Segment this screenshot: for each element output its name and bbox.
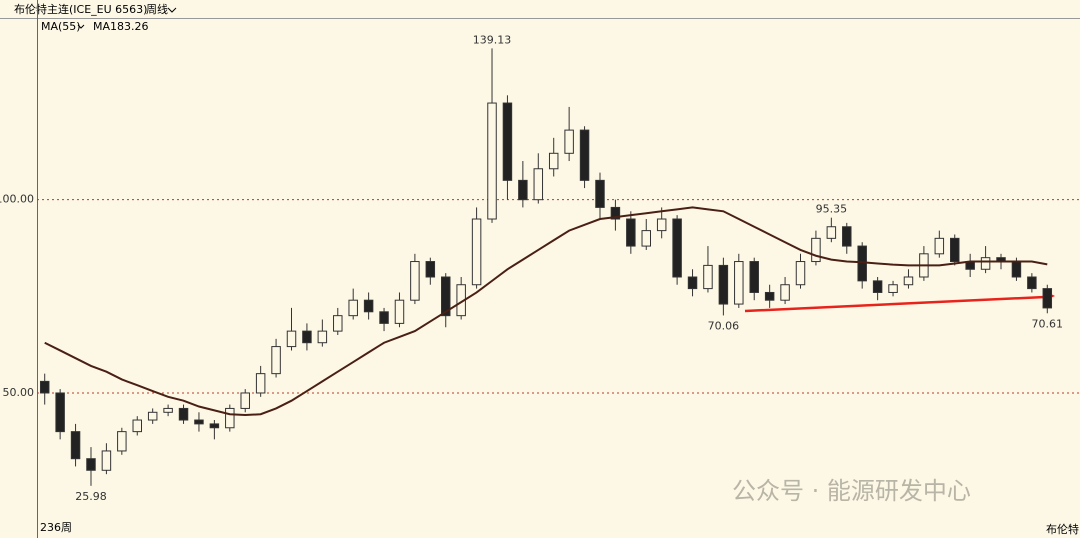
y-tick-label: 50.00 [3,386,35,399]
candle-body [39,380,50,394]
ma-line [44,206,1048,417]
candle-body [548,152,559,170]
ma-value: 83.26 [117,20,149,33]
dropdown-arrow [167,7,177,13]
candle-body [703,264,713,290]
bar-count: 236周 [40,521,72,534]
candle-body [842,226,852,247]
low-label: 70.06 [708,319,740,332]
candle-body [117,431,127,452]
candle-body [533,168,544,201]
candle-body [379,311,389,324]
candle-body [687,276,698,290]
low-label: 25.98 [75,490,107,503]
candle-body [595,179,605,208]
candle-body [147,411,158,421]
footer-label: 布伦特 [1046,522,1079,536]
candle-body [302,330,312,344]
candle-body [178,407,189,421]
candle-body [656,218,667,232]
candle-body [903,276,914,286]
candle-body [394,299,405,324]
candle-body [101,450,112,471]
high-label: 95.35 [816,203,848,216]
candle-body [271,346,281,375]
candle-body [194,419,204,425]
candle-body [780,284,790,301]
candle-body [626,218,636,247]
candle-body [240,392,250,409]
candle-body [348,299,358,317]
candle-body [564,129,574,154]
candle-body [641,230,651,247]
candle-body [811,237,821,263]
candle-body [980,257,991,270]
candle-body [441,276,451,317]
candle-body [255,373,266,394]
candle-body [672,218,682,278]
candle-body [1042,288,1053,309]
high-label: 139.13 [473,33,512,46]
candle-body [749,261,759,293]
candle-body [1027,276,1037,290]
candle-body [1011,261,1022,278]
candle-body [363,299,374,313]
trend-arrow [744,295,1046,313]
ma-name: MA1 [93,20,117,33]
candle-body [764,291,775,301]
candle-body [502,102,513,181]
candle-body [425,261,436,278]
candle-body [132,419,142,433]
candle-body [471,218,482,286]
period-selector[interactable]: 周线 [146,2,168,16]
candle-body [209,423,220,429]
candle-body [70,431,81,460]
candle-body [734,261,744,305]
candle-body [55,392,65,433]
candle-body [872,280,883,293]
candle-body [225,407,235,429]
candle-body [286,330,297,348]
candle-body [934,237,945,255]
candle-body [826,226,837,239]
indicator-name[interactable]: MA(55) [41,20,81,33]
candle-body [86,458,96,471]
candle-body [950,237,960,263]
candle-body [718,264,729,305]
candle-body [610,206,621,220]
chart-title[interactable]: 布伦特主连(ICE_EU 6563) [14,2,147,16]
low-label: 70.61 [1032,317,1064,330]
candle-body [579,129,590,181]
candle-body [317,330,328,344]
candle-body [163,407,173,413]
candle-body [795,261,806,286]
candle-body [487,102,497,220]
candle-body [410,261,420,301]
candle-body [888,284,898,293]
y-tick-label: 100.00 [0,193,34,206]
dropdown-arrow [77,24,85,29]
candle-body [518,179,528,201]
watermark: 公众号 · 能源研发中心 [732,477,971,505]
candle-body [333,315,343,332]
